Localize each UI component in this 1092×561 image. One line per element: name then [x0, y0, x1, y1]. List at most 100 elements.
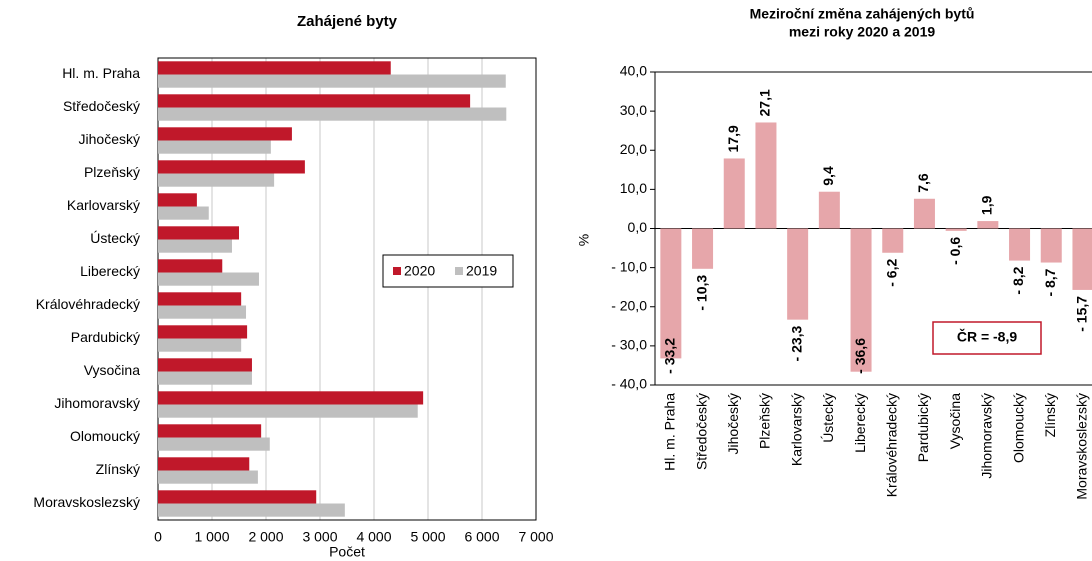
x-tick-label: Liberecký	[852, 393, 868, 453]
x-tick-label: Jihomoravský	[979, 393, 995, 479]
legend-box	[382, 254, 514, 288]
x-tick-label: Ústecký	[820, 393, 836, 443]
x-tick-label: 1 000	[194, 529, 229, 545]
data-label: 27,1	[757, 89, 773, 116]
y-tick-label: - 40,0	[611, 376, 647, 392]
bar	[158, 173, 275, 187]
annotation: ČR = -8,9	[957, 328, 1018, 345]
y-tick-label: Karlovarský	[67, 197, 140, 213]
bar	[158, 127, 292, 141]
x-tick-label: Vysočina	[947, 393, 963, 450]
bar	[158, 305, 247, 319]
bar	[158, 160, 305, 174]
data-label: - 33,2	[662, 338, 678, 374]
x-tick-label: Středočeský	[693, 393, 709, 470]
bar	[158, 74, 506, 88]
data-label: - 10,3	[693, 275, 709, 311]
y-tick-label: Liberecký	[80, 263, 140, 279]
legend-swatch	[455, 267, 463, 275]
y-tick-label: - 10,0	[611, 258, 647, 274]
y-tick-label: Jihočeský	[79, 131, 140, 147]
bar	[158, 193, 197, 207]
bar	[158, 94, 471, 108]
bar	[692, 228, 714, 269]
x-axis-label: Počet	[329, 544, 365, 560]
y-tick-label: 40,0	[620, 63, 647, 79]
y-tick-label: Pardubický	[71, 329, 140, 345]
bar	[158, 470, 258, 484]
y-tick-label: 20,0	[620, 141, 647, 157]
bar	[158, 391, 424, 405]
bar	[158, 457, 250, 471]
x-tick-label: Olomoucký	[1010, 393, 1026, 463]
bar	[158, 404, 418, 418]
data-label: 17,9	[725, 125, 741, 152]
x-tick-label: 7 000	[518, 529, 553, 545]
y-tick-label: Plzeňský	[84, 164, 140, 180]
x-tick-label: Jihočeský	[725, 393, 741, 454]
bar	[158, 503, 345, 517]
data-label: - 0,6	[947, 237, 963, 265]
y-tick-label: Moravskoslezský	[33, 494, 140, 510]
y-tick-label: - 20,0	[611, 297, 647, 313]
bar	[723, 158, 745, 229]
bar	[158, 325, 248, 339]
data-label: 1,9	[979, 195, 995, 215]
data-label: - 8,7	[1042, 268, 1058, 296]
data-label: - 6,2	[883, 259, 899, 287]
bar	[158, 259, 223, 273]
bar	[660, 228, 682, 359]
legend-label: 2019	[466, 263, 497, 279]
legend-label: 2020	[404, 263, 435, 279]
x-tick-label: Karlovarský	[788, 393, 804, 466]
x-tick-label: Královéhradecký	[883, 393, 899, 497]
data-label: - 8,2	[1010, 266, 1026, 294]
bar	[158, 107, 507, 121]
y-tick-label: Zlínský	[96, 461, 140, 477]
chart-title: Zahájené byty	[297, 13, 398, 30]
y-tick-label: 30,0	[620, 102, 647, 118]
x-tick-label: Hl. m. Praha	[662, 393, 678, 471]
y-tick-label: - 30,0	[611, 337, 647, 353]
data-label: 9,4	[820, 166, 836, 186]
plot-frame	[157, 57, 537, 521]
bar	[1040, 228, 1062, 263]
bar	[158, 61, 391, 75]
bar	[945, 228, 967, 231]
bar	[158, 226, 239, 240]
bar	[1072, 228, 1092, 290]
bar	[913, 198, 935, 229]
chart-title: mezi roky 2020 a 2019	[789, 24, 936, 40]
y-tick-label: Vysočina	[84, 362, 141, 378]
bar	[158, 424, 262, 438]
x-tick-label: 4 000	[356, 529, 391, 545]
bar	[158, 272, 259, 286]
bar	[882, 228, 904, 253]
bar	[158, 292, 242, 306]
bar	[158, 371, 252, 385]
x-tick-label: 0	[154, 529, 162, 545]
x-tick-label: Plzeňský	[757, 393, 773, 449]
bar	[818, 191, 840, 229]
y-tick-label: Královéhradecký	[36, 296, 140, 312]
data-label: - 36,6	[852, 338, 868, 374]
bar	[158, 358, 252, 372]
legend-swatch	[393, 267, 401, 275]
bar	[158, 338, 242, 352]
x-tick-label: Moravskoslezský	[1074, 393, 1090, 500]
data-label: 7,6	[915, 173, 931, 193]
bar	[755, 122, 777, 229]
bar	[158, 206, 209, 220]
bar	[1009, 228, 1031, 261]
data-label: - 15,7	[1074, 296, 1090, 332]
bar	[158, 140, 271, 154]
y-tick-label: 10,0	[620, 180, 647, 196]
bar	[977, 221, 999, 229]
y-tick-label: Olomoucký	[70, 428, 140, 444]
x-tick-label: 5 000	[410, 529, 445, 545]
bar	[787, 228, 809, 320]
x-tick-label: 3 000	[302, 529, 337, 545]
bar	[158, 437, 270, 451]
